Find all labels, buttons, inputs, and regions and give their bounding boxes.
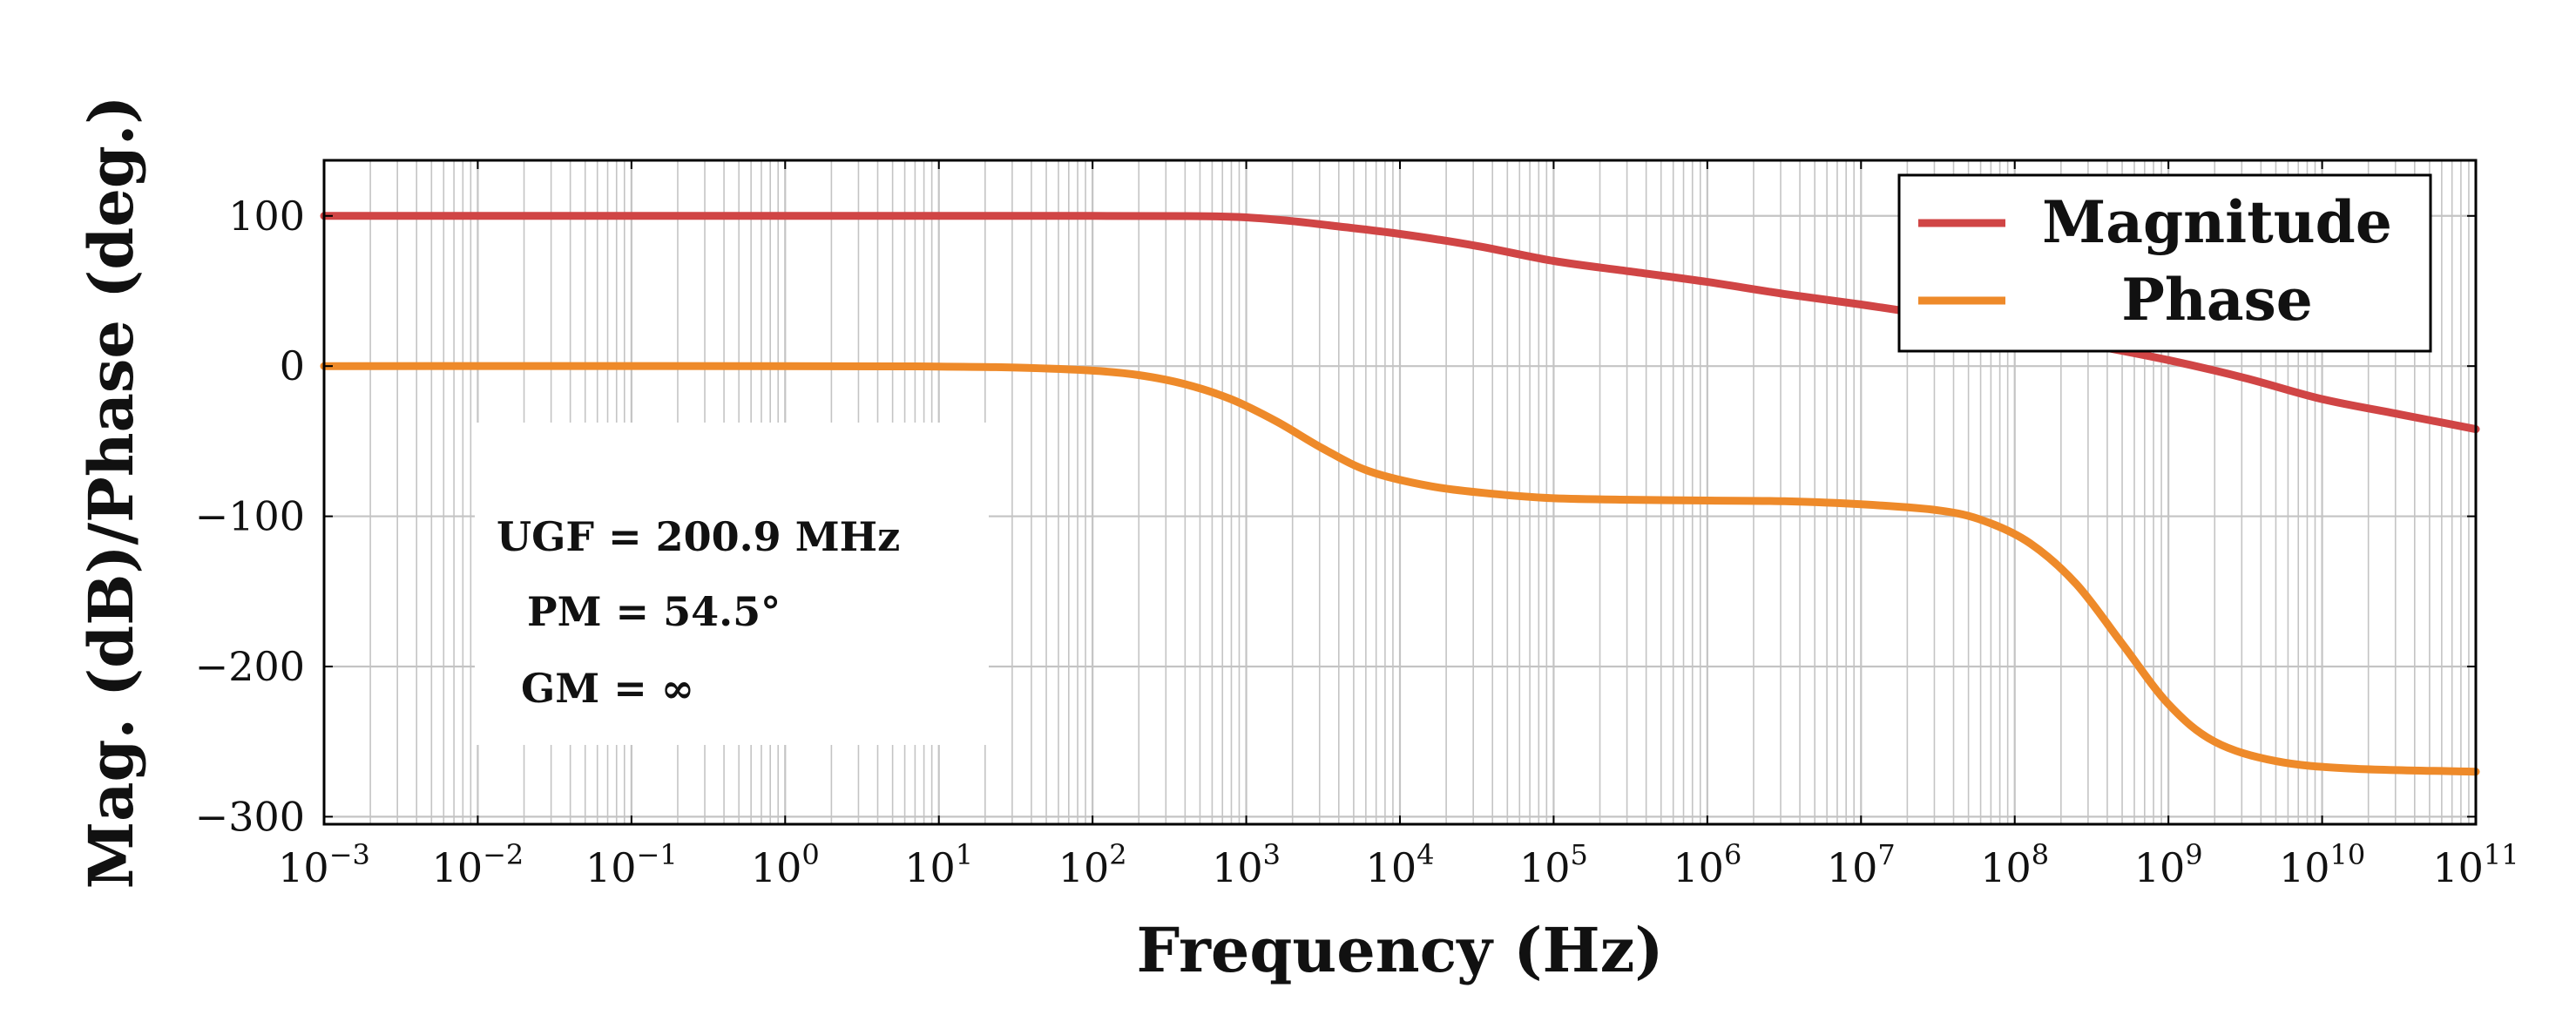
x-tick-label: 104 <box>1366 838 1435 891</box>
annotation-box <box>475 423 989 745</box>
legend-label-phase: Phase <box>2121 266 2313 334</box>
x-tick-label: 1010 <box>2279 838 2365 891</box>
x-tick-label: 103 <box>1212 838 1281 891</box>
x-tick-label: 108 <box>1980 838 2049 891</box>
legend-box <box>1897 173 2432 353</box>
annotation-pm: PM = 54.5° <box>527 588 781 635</box>
annotation-group: UGF = 200.9 MHz PM = 54.5° GM = ∞ <box>497 513 900 712</box>
series-group <box>320 212 2480 776</box>
annotation-gm: GM = ∞ <box>521 665 694 712</box>
x-tick-label: 100 <box>751 838 820 891</box>
y-tick-label: −100 <box>195 493 305 540</box>
y-tick-label: 0 <box>280 342 305 389</box>
y-tick-label: 100 <box>228 193 305 240</box>
x-tick-label: 107 <box>1827 838 1896 891</box>
series-line-phase <box>320 362 2480 776</box>
x-tick-label: 10−2 <box>432 838 524 891</box>
x-axis-title: Frequency (Hz) <box>1137 914 1664 986</box>
annotation-ugf: UGF = 200.9 MHz <box>497 513 900 560</box>
x-tick-label: 106 <box>1673 838 1741 891</box>
y-tick-label: −200 <box>195 643 305 690</box>
y-tick-label: −300 <box>195 793 305 840</box>
x-tick-label: 10−3 <box>278 838 370 891</box>
x-tick-label: 109 <box>2134 838 2203 891</box>
y-axis-title: Mag. (dB)/Phase (deg.) <box>75 96 147 890</box>
x-tick-label: 102 <box>1058 838 1127 891</box>
series-line-magnitude <box>320 212 2480 434</box>
legend-label-magnitude: Magnitude <box>2042 188 2392 256</box>
x-tick-label: 105 <box>1519 838 1588 891</box>
x-tick-label: 10−1 <box>585 838 678 891</box>
x-tick-label: 101 <box>904 838 973 891</box>
x-tick-label: 1011 <box>2432 838 2519 891</box>
tick-labels: 10−3 10−2 10−1 100 101 102 103 104 105 106 107 108 1… <box>195 160 2519 891</box>
legend: Magnitude Phase <box>1897 173 2432 353</box>
